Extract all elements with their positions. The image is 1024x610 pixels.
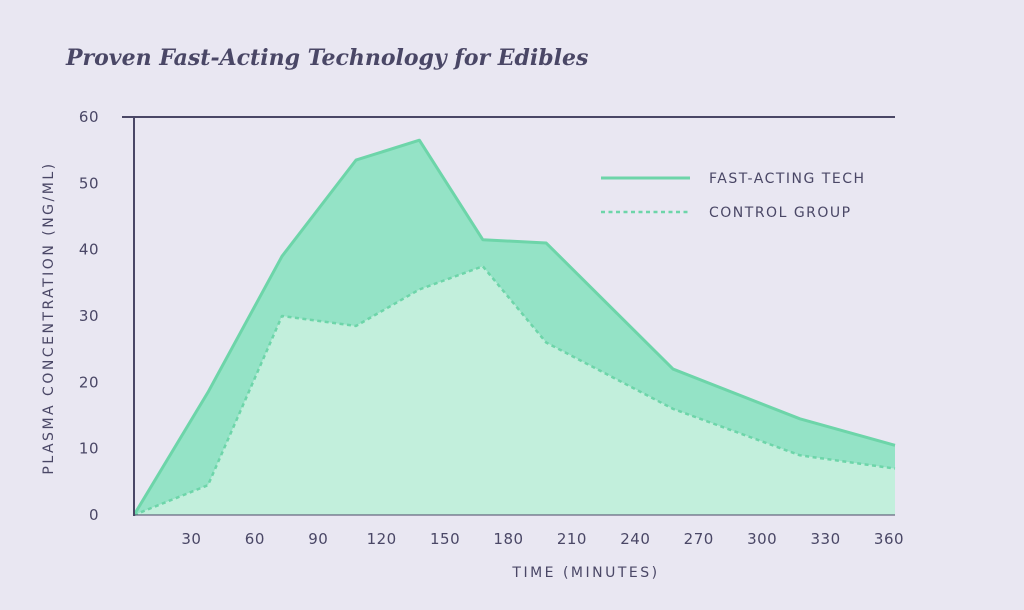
chart-lines (132, 138, 896, 517)
chart-areas (134, 140, 895, 515)
x-tick-label: 240 (620, 530, 650, 548)
y-tick-label: 60 (79, 108, 99, 126)
chart-axes (122, 116, 895, 516)
y-tick-label: 10 (79, 440, 99, 458)
y-tick-labels: 0 10 20 30 40 50 60 (79, 108, 99, 524)
y-tick-label: 40 (79, 241, 99, 259)
x-tick-label: 210 (557, 530, 587, 548)
series-line-1 (133, 265, 896, 517)
y-tick-label: 50 (79, 174, 99, 192)
y-tick-label: 30 (79, 307, 99, 325)
x-tick-label: 360 (874, 530, 904, 548)
x-axis-label: TIME (MINUTES) (511, 565, 659, 581)
chart-title: Proven Fast-Acting Technology for Edible… (65, 45, 588, 71)
x-tick-labels: 30 60 90 120 150 180 210 240 270 300 330 360 (181, 530, 904, 548)
y-tick-label: 0 (89, 506, 99, 524)
series-area-1 (134, 266, 895, 515)
x-tick-label: 270 (684, 530, 714, 548)
legend-label-0: FAST-ACTING TECH (709, 171, 866, 187)
series-line-0 (132, 138, 896, 516)
y-tick-label: 20 (79, 373, 99, 391)
x-tick-label: 330 (811, 530, 841, 548)
legend-label-1: CONTROL GROUP (709, 205, 852, 221)
x-tick-label: 300 (747, 530, 777, 548)
y-axis-label: PLASMA CONCENTRATION (NG/ML) (41, 161, 57, 474)
chart-legend: FAST-ACTING TECH CONTROL GROUP (601, 171, 866, 221)
x-tick-label: 150 (430, 530, 460, 548)
x-tick-label: 180 (493, 530, 523, 548)
x-tick-label: 90 (308, 530, 328, 548)
x-tick-label: 60 (245, 530, 265, 548)
x-tick-label: 120 (367, 530, 397, 548)
x-tick-label: 30 (181, 530, 201, 548)
